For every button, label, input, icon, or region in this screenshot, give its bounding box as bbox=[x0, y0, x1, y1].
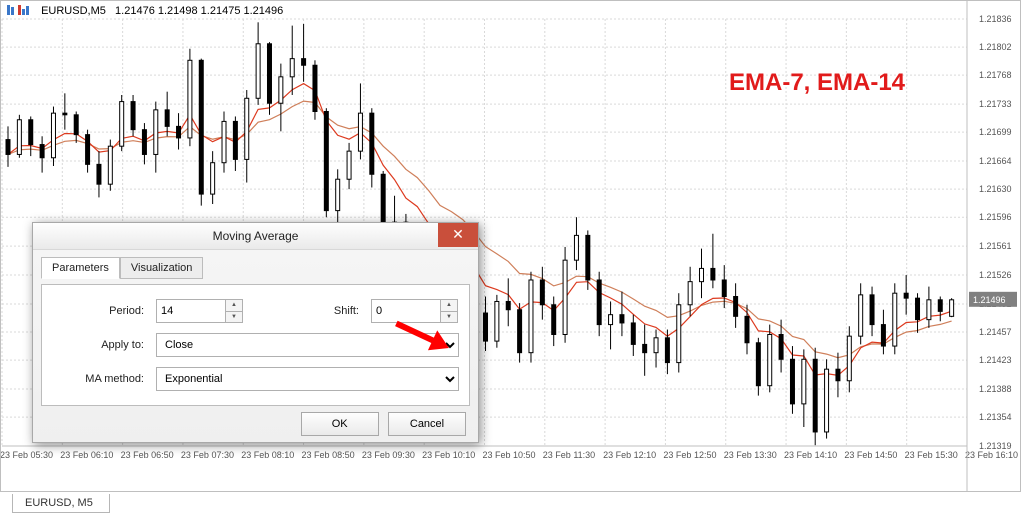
svg-text:1.21836: 1.21836 bbox=[979, 14, 1012, 24]
dialog-tabs: ParametersVisualization bbox=[41, 256, 470, 278]
svg-text:23 Feb 14:50: 23 Feb 14:50 bbox=[844, 450, 897, 460]
label-apply-to: Apply to: bbox=[52, 339, 150, 351]
tab-visualization[interactable]: Visualization bbox=[120, 257, 204, 279]
chart-symbol-tf: EURUSD,M5 bbox=[41, 5, 106, 17]
cancel-button[interactable]: Cancel bbox=[388, 412, 466, 436]
svg-text:23 Feb 12:10: 23 Feb 12:10 bbox=[603, 450, 656, 460]
ma-method-select[interactable]: Exponential bbox=[156, 367, 459, 391]
svg-text:23 Feb 16:10: 23 Feb 16:10 bbox=[965, 450, 1018, 460]
svg-text:23 Feb 10:50: 23 Feb 10:50 bbox=[482, 450, 535, 460]
svg-text:23 Feb 05:30: 23 Feb 05:30 bbox=[1, 450, 53, 460]
svg-text:1.21354: 1.21354 bbox=[979, 412, 1012, 422]
dialog-titlebar[interactable]: Moving Average ✕ bbox=[33, 223, 478, 250]
svg-text:23 Feb 11:30: 23 Feb 11:30 bbox=[543, 450, 595, 460]
svg-text:23 Feb 06:50: 23 Feb 06:50 bbox=[121, 450, 174, 460]
svg-text:23 Feb 08:50: 23 Feb 08:50 bbox=[302, 450, 355, 460]
svg-text:23 Feb 14:10: 23 Feb 14:10 bbox=[784, 450, 837, 460]
svg-text:1.21457: 1.21457 bbox=[979, 327, 1012, 337]
svg-text:23 Feb 10:10: 23 Feb 10:10 bbox=[422, 450, 475, 460]
svg-text:23 Feb 09:30: 23 Feb 09:30 bbox=[362, 450, 415, 460]
svg-text:1.21699: 1.21699 bbox=[979, 127, 1012, 137]
svg-text:1.21423: 1.21423 bbox=[979, 355, 1012, 365]
svg-text:23 Feb 06:10: 23 Feb 06:10 bbox=[60, 450, 113, 460]
svg-text:1.21496: 1.21496 bbox=[973, 295, 1006, 305]
svg-text:1.21630: 1.21630 bbox=[979, 184, 1012, 194]
svg-text:23 Feb 13:30: 23 Feb 13:30 bbox=[724, 450, 777, 460]
svg-text:23 Feb 15:30: 23 Feb 15:30 bbox=[905, 450, 958, 460]
label-shift: Shift: bbox=[249, 305, 365, 317]
chart-ohlc: 1.21476 1.21498 1.21475 1.21496 bbox=[115, 5, 283, 17]
svg-text:1.21388: 1.21388 bbox=[979, 384, 1012, 394]
svg-text:1.21664: 1.21664 bbox=[979, 156, 1012, 166]
svg-text:1.21561: 1.21561 bbox=[979, 241, 1012, 251]
svg-text:1.21526: 1.21526 bbox=[979, 270, 1012, 280]
chart-instrument-icons bbox=[6, 5, 41, 17]
annotation-arrow-icon bbox=[384, 316, 454, 366]
tab-parameters[interactable]: Parameters bbox=[41, 257, 120, 279]
workspace-tab[interactable]: EURUSD, M5 bbox=[12, 494, 110, 513]
label-period: Period: bbox=[52, 305, 150, 317]
svg-text:1.21768: 1.21768 bbox=[979, 70, 1012, 80]
label-ma-method: MA method: bbox=[52, 373, 150, 385]
svg-text:23 Feb 07:30: 23 Feb 07:30 bbox=[181, 450, 234, 460]
period-input[interactable] bbox=[157, 300, 225, 322]
svg-text:23 Feb 12:50: 23 Feb 12:50 bbox=[663, 450, 716, 460]
ok-button[interactable]: OK bbox=[301, 412, 379, 436]
chart-title-bar: EURUSD,M5 1.21476 1.21498 1.21475 1.2149… bbox=[6, 4, 283, 17]
svg-text:1.21596: 1.21596 bbox=[979, 212, 1012, 222]
spinner-icon[interactable]: ▲▼ bbox=[225, 300, 242, 322]
annotation-ema-label: EMA-7, EMA-14 bbox=[729, 69, 905, 97]
svg-text:23 Feb 08:10: 23 Feb 08:10 bbox=[241, 450, 294, 460]
svg-text:1.21802: 1.21802 bbox=[979, 42, 1012, 52]
svg-text:1.21733: 1.21733 bbox=[979, 99, 1012, 109]
dialog-title-text: Moving Average bbox=[213, 229, 299, 243]
period-stepper[interactable]: ▲▼ bbox=[156, 299, 243, 323]
close-icon[interactable]: ✕ bbox=[438, 223, 478, 247]
